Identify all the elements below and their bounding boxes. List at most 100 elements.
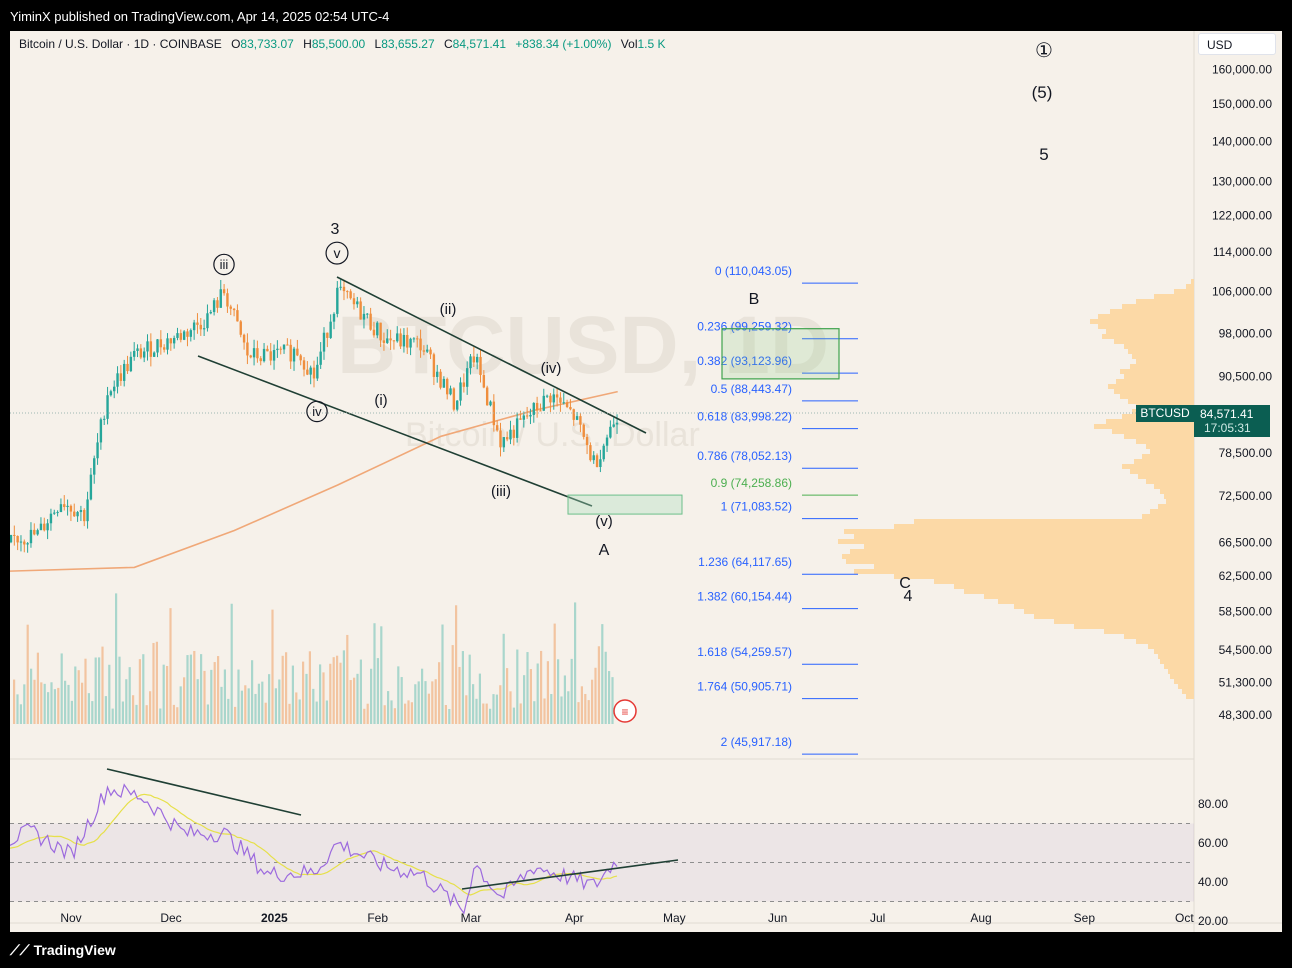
- volume-bar: [16, 694, 19, 724]
- candle-body: [426, 349, 429, 352]
- volume-profile-bar: [1130, 469, 1194, 474]
- candle-body: [515, 418, 519, 438]
- candle-body: [562, 402, 565, 404]
- volume-bar: [370, 668, 373, 724]
- wave-label: v: [334, 245, 341, 261]
- wave-label: ①: [1035, 40, 1053, 62]
- volume-profile-bar: [1191, 279, 1194, 284]
- candle-body: [605, 437, 609, 446]
- candle-body: [366, 313, 369, 315]
- candle-body: [282, 344, 286, 350]
- volume-bar: [329, 663, 332, 724]
- volume-profile-bar: [1154, 294, 1194, 299]
- volume-bar: [166, 665, 169, 724]
- volume-bar: [529, 669, 532, 724]
- candle-body: [389, 338, 392, 341]
- candle-body: [595, 455, 599, 468]
- candle-body: [106, 395, 109, 419]
- volume-profile-bar: [854, 569, 1194, 574]
- wave-label: B: [749, 291, 760, 308]
- fib-level-label: 0.618 (83,998.22): [697, 410, 792, 424]
- candle-body: [535, 402, 539, 411]
- candle-body: [79, 510, 83, 513]
- candle-body: [432, 354, 436, 377]
- price-axis-tick: 130,000.00: [1212, 174, 1272, 188]
- volume-bar: [349, 680, 352, 724]
- candle-body: [575, 416, 579, 420]
- time-axis-tick: May: [663, 911, 686, 925]
- candle-body: [269, 351, 272, 361]
- volume-profile-bar: [1174, 679, 1194, 684]
- price-chart-svg[interactable]: BTCUSD, 1D Bitcoin / U.S. Dollar 0 (110,04…: [10, 31, 1282, 932]
- candle-body: [406, 334, 409, 348]
- candle-body: [236, 310, 239, 322]
- volume-bar: [414, 684, 417, 724]
- volume-bar: [597, 646, 600, 724]
- volume-bar: [431, 681, 434, 724]
- price-tag-bg: [1194, 405, 1270, 437]
- fib-level-label: 2 (45,917.18): [721, 735, 792, 749]
- candle-body: [29, 529, 33, 544]
- candle-body: [429, 349, 432, 355]
- volume-bar: [121, 701, 124, 724]
- volume-bar: [410, 702, 413, 724]
- close-value: 84,571.41: [452, 37, 507, 51]
- volume-bar: [67, 684, 70, 724]
- volume-bar: [240, 690, 243, 724]
- candle-body: [232, 308, 236, 311]
- volume-bar: [601, 624, 604, 724]
- volume-bar: [560, 696, 563, 724]
- currency-selector[interactable]: USD: [1198, 33, 1276, 55]
- candle-body: [119, 373, 123, 381]
- candle-body: [469, 356, 472, 369]
- volume-bar: [376, 658, 379, 724]
- candle-body: [555, 394, 559, 398]
- watermark-symbol: BTCUSD, 1D: [337, 300, 829, 391]
- candle-body: [615, 422, 619, 425]
- candle-body: [259, 358, 262, 362]
- candle-body: [349, 291, 352, 299]
- volume-bar: [36, 652, 39, 724]
- candle-body: [362, 313, 366, 320]
- volume-profile-bar: [1124, 634, 1194, 639]
- open-label: O: [231, 37, 241, 51]
- volume-profile-bar: [1164, 664, 1194, 669]
- volume-bar: [516, 649, 519, 724]
- volume-bar: [251, 660, 254, 724]
- candle-body: [419, 338, 422, 351]
- candle-body: [126, 363, 129, 372]
- candle-body: [472, 356, 476, 363]
- price-tag-value: 84,571.41: [1200, 407, 1254, 421]
- volume-bar: [458, 666, 461, 724]
- candle-body: [502, 437, 506, 448]
- volume-bar: [155, 641, 158, 724]
- volume-profile-bar: [1136, 299, 1194, 304]
- volume-bar: [438, 662, 441, 724]
- candle-body: [589, 445, 592, 461]
- volume-profile-bar: [1130, 364, 1194, 369]
- candle-body: [485, 387, 489, 406]
- candle-body: [532, 402, 535, 415]
- candle-body: [262, 348, 266, 362]
- volume-label: Vol: [620, 37, 638, 51]
- volume-bar: [553, 623, 556, 724]
- volume-bar: [448, 708, 451, 724]
- candle-body: [93, 458, 96, 475]
- volume-profile-bar: [1160, 489, 1194, 494]
- chart-area[interactable]: BTCUSD, 1D Bitcoin / U.S. Dollar 0 (110,04…: [10, 31, 1282, 932]
- volume-profile-bar: [1150, 509, 1194, 514]
- volume-bar: [302, 661, 305, 724]
- volume-bar: [574, 602, 577, 724]
- volume-profile-bar: [1146, 444, 1194, 449]
- volume-profile-bar: [984, 594, 1194, 599]
- volume-bar: [346, 634, 349, 724]
- tradingview-logo[interactable]: ⟋⟋ TradingView: [10, 942, 116, 959]
- time-axis-tick: 2025: [261, 911, 288, 925]
- volume-bar: [322, 672, 325, 724]
- candle-body: [522, 415, 525, 420]
- candle-body: [569, 407, 572, 410]
- volume-bar: [461, 651, 464, 724]
- candle-body: [332, 313, 336, 322]
- volume-bar: [580, 686, 583, 724]
- candle-body: [206, 313, 209, 329]
